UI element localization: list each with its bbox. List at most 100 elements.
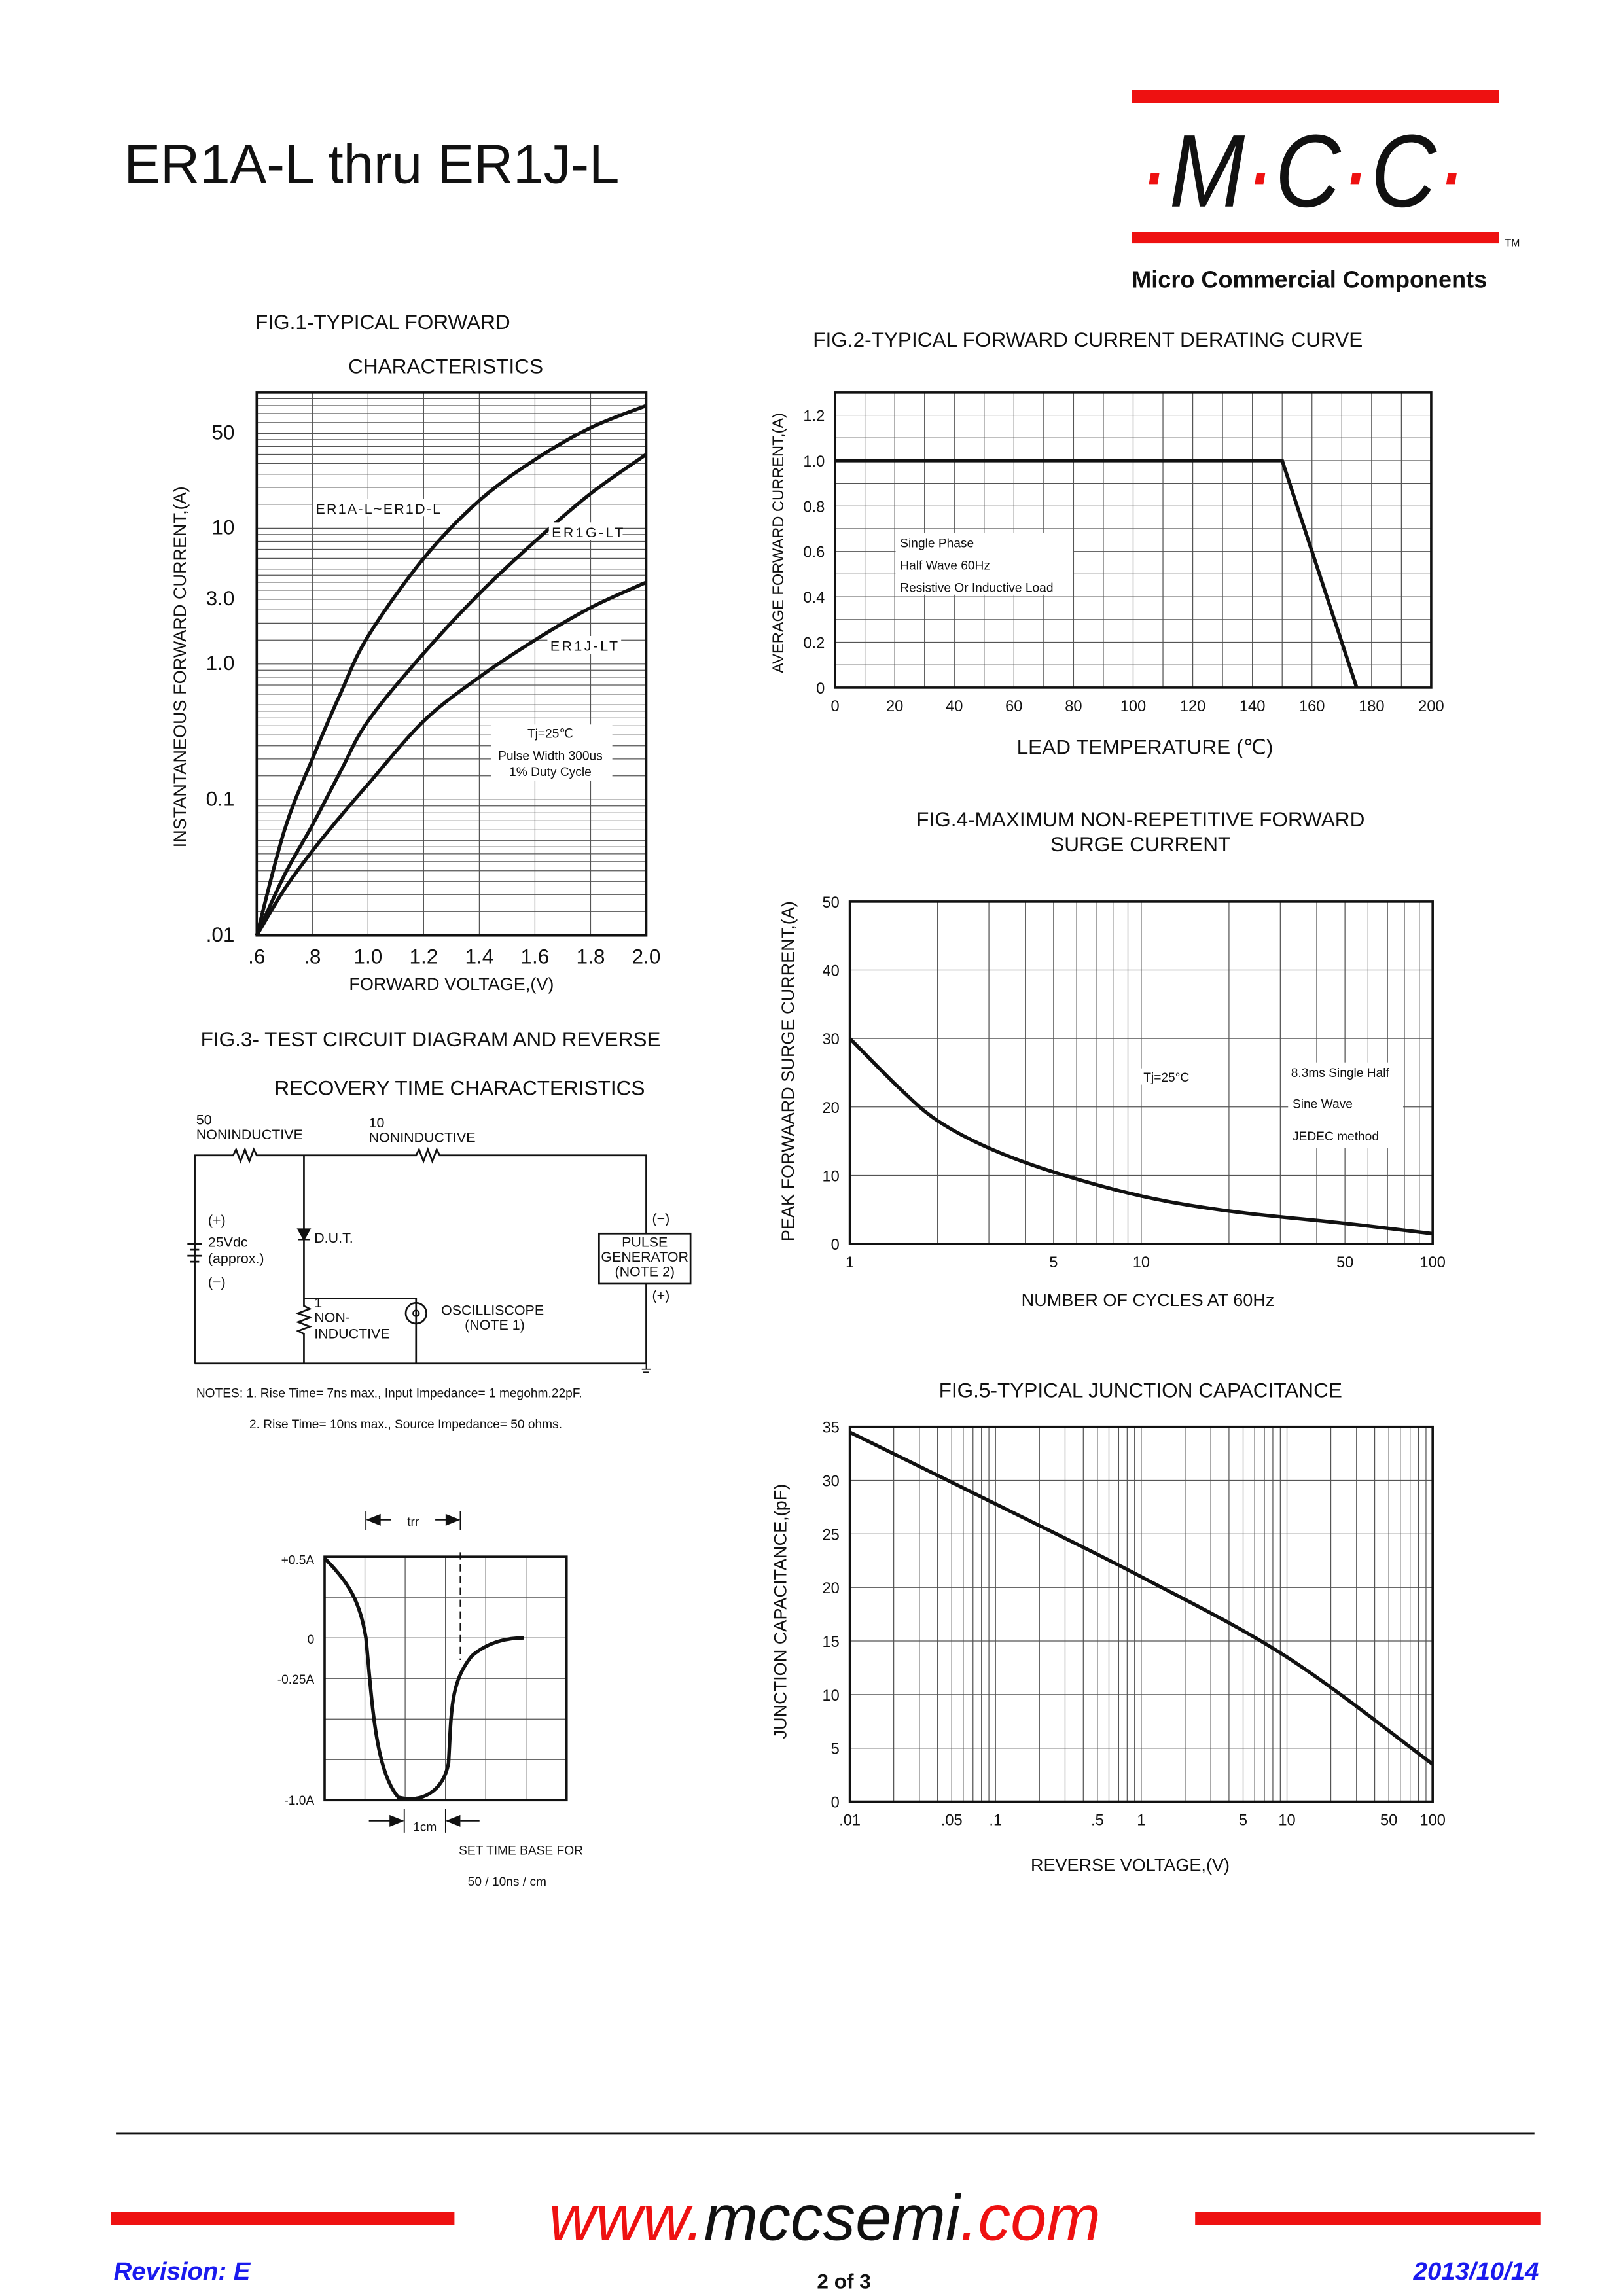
fig4-annotation-1: Tj=25°C bbox=[1143, 1071, 1189, 1085]
x-tick-label: .05 bbox=[941, 1812, 963, 1829]
y-tick-label: 1.0 bbox=[206, 651, 235, 675]
page-number: 2 of 3 bbox=[817, 2270, 870, 2293]
mcc-logo: ·M·C·C· bbox=[1139, 114, 1467, 229]
y-tick-label: 0.8 bbox=[803, 499, 825, 516]
y-tick-label: 25 bbox=[823, 1527, 840, 1544]
trademark: TM bbox=[1505, 238, 1520, 249]
fig1-series-label-3: ER1J-LT bbox=[550, 639, 620, 654]
note-2: 2. Rise Time= 10ns max., Source Impedanc… bbox=[249, 1418, 562, 1432]
logo-bottom-bar bbox=[1132, 232, 1499, 244]
fig1-series-label-1: ER1A-L~ER1D-L bbox=[315, 501, 442, 517]
page-title: ER1A-L thru ER1J-L bbox=[124, 133, 619, 195]
series-line-capacitance bbox=[849, 1430, 1434, 1766]
y-tick-label: 0 bbox=[831, 1237, 840, 1254]
r1-value: 50 bbox=[196, 1112, 212, 1127]
fig1-annotation-2: Pulse Width 300us bbox=[498, 749, 603, 763]
x-tick-label: 5 bbox=[1049, 1254, 1058, 1271]
fig4-annotation-3: Sine Wave bbox=[1293, 1098, 1353, 1112]
y-tick-label: 3.0 bbox=[206, 586, 235, 610]
ground-icon bbox=[641, 1363, 651, 1373]
x-tick-label: .1 bbox=[989, 1812, 1002, 1829]
wave-ylabel-1: +0.5A bbox=[281, 1553, 315, 1567]
company-name: Micro Commercial Components bbox=[1132, 266, 1487, 293]
fig3-title-2: RECOVERY TIME CHARACTERISTICS bbox=[274, 1076, 645, 1099]
fig1-series-label-2: ER1G-LT bbox=[552, 525, 625, 540]
x-tick-label: 50 bbox=[1336, 1254, 1353, 1271]
y-tick-label: 5 bbox=[831, 1741, 840, 1758]
timebase-value: 50 / 10ns / cm bbox=[468, 1875, 546, 1889]
x-tick-label: 2.0 bbox=[632, 945, 661, 968]
recovery-waveform bbox=[323, 1557, 524, 1801]
logo-top-bar bbox=[1132, 90, 1499, 103]
x-tick-label: 1.0 bbox=[353, 945, 382, 968]
fig4-title: FIG.4-MAXIMUM NON-REPETITIVE FORWARD bbox=[916, 807, 1364, 831]
timebase-label: SET TIME BASE FOR bbox=[459, 1845, 583, 1858]
x-tick-label: 20 bbox=[886, 698, 903, 715]
r3-value: 1 bbox=[314, 1295, 322, 1311]
gen-plus: (+) bbox=[652, 1288, 670, 1303]
x-tick-label: 180 bbox=[1359, 698, 1384, 715]
gen-minus: (−) bbox=[652, 1211, 670, 1227]
x-tick-label: 200 bbox=[1418, 698, 1444, 715]
x-tick-label: .8 bbox=[304, 945, 321, 968]
x-tick-label: 60 bbox=[1005, 698, 1022, 715]
fig1-annotation-3: 1% Duty Cycle bbox=[509, 766, 592, 779]
x-tick-label: 160 bbox=[1299, 698, 1325, 715]
x-tick-label: 5 bbox=[1239, 1812, 1247, 1829]
cm-label: 1cm bbox=[413, 1821, 437, 1835]
fig1-xlabel: FORWARD VOLTAGE,(V) bbox=[349, 974, 554, 994]
x-tick-label: 1.2 bbox=[409, 945, 438, 968]
x-tick-label: .01 bbox=[839, 1812, 861, 1829]
x-tick-label: 50 bbox=[1380, 1812, 1397, 1829]
fig3-title: FIG.3- TEST CIRCUIT DIAGRAM AND REVERSE bbox=[201, 1027, 661, 1051]
y-tick-label: 30 bbox=[823, 1031, 840, 1048]
fig3-waveform: trr +0.5A 0 -0.25A -1.0A 1cm SET TIME BA… bbox=[277, 1511, 583, 1889]
y-tick-label: 50 bbox=[823, 894, 840, 911]
r3-label: NON- bbox=[314, 1310, 350, 1326]
y-tick-label: 15 bbox=[823, 1634, 840, 1651]
fig2-ylabel: AVERAGE FORWARD CURRENT,(A) bbox=[770, 413, 787, 673]
fig4-title-2: SURGE CURRENT bbox=[1050, 832, 1230, 856]
plot-frame bbox=[255, 391, 648, 937]
y-tick-label: 10 bbox=[823, 1687, 840, 1704]
series-line-er1a-l-er1d-l bbox=[255, 404, 647, 936]
y-tick-label: .01 bbox=[206, 923, 235, 946]
fig2-annotation-3: Resistive Or Inductive Load bbox=[900, 581, 1053, 595]
x-tick-label: 120 bbox=[1180, 698, 1205, 715]
scope-label: OSCILLISCOPE bbox=[441, 1302, 544, 1318]
r3-label-2: INDUCTIVE bbox=[314, 1326, 389, 1341]
y-tick-label: 10 bbox=[823, 1168, 840, 1185]
y-tick-label: 10 bbox=[211, 515, 234, 539]
gen-note: (NOTE 2) bbox=[615, 1264, 675, 1280]
diode-icon bbox=[296, 1228, 312, 1241]
fig1-annotation-1: Tj=25℃ bbox=[527, 728, 573, 741]
x-tick-label: .6 bbox=[248, 945, 265, 968]
fig2: FIG.2-TYPICAL FORWARD CURRENT DERATING C… bbox=[770, 328, 1444, 758]
x-tick-label: 1.8 bbox=[577, 945, 605, 968]
fig4-xlabel: NUMBER OF CYCLES AT 60Hz bbox=[1022, 1290, 1275, 1310]
fig4-annotation-2: 8.3ms Single Half bbox=[1291, 1067, 1390, 1080]
gen-label: PULSE bbox=[622, 1235, 668, 1250]
fig5: FIG.5-TYPICAL JUNCTION CAPACITANCE REVER… bbox=[771, 1379, 1446, 1875]
website-link[interactable]: www.mccsemi.com bbox=[549, 2181, 1101, 2254]
svg-text:·M·C·C·: ·M·C·C· bbox=[1139, 114, 1467, 229]
x-tick-label: 100 bbox=[1419, 1812, 1445, 1829]
fig5-ylabel: JUNCTION CAPACITANCE,(pF) bbox=[771, 1484, 791, 1739]
series-line-surge bbox=[848, 1037, 1433, 1236]
plot-frame bbox=[848, 900, 1434, 1245]
fig1-title: FIG.1-TYPICAL FORWARD bbox=[255, 310, 510, 334]
fig1-title-2: CHARACTERISTICS bbox=[348, 355, 543, 378]
y-tick-label: 35 bbox=[823, 1420, 840, 1437]
footer-bar-right bbox=[1195, 2212, 1541, 2225]
wave-ylabel-4: -1.0A bbox=[284, 1794, 314, 1808]
y-tick-label: 1.2 bbox=[803, 408, 825, 425]
x-tick-label: 0 bbox=[830, 698, 839, 715]
revision: Revision: E bbox=[114, 2257, 251, 2286]
fig4-annotation-4: JEDEC method bbox=[1293, 1130, 1379, 1144]
battery-icon bbox=[187, 1243, 202, 1263]
r2-label: NONINDUCTIVE bbox=[369, 1129, 476, 1145]
fig4: FIG.4-MAXIMUM NON-REPETITIVE FORWARD SUR… bbox=[778, 807, 1446, 1310]
y-tick-label: 50 bbox=[211, 420, 234, 444]
source-approx: (approx.) bbox=[208, 1250, 264, 1266]
revision-date: 2013/10/14 bbox=[1413, 2257, 1539, 2286]
